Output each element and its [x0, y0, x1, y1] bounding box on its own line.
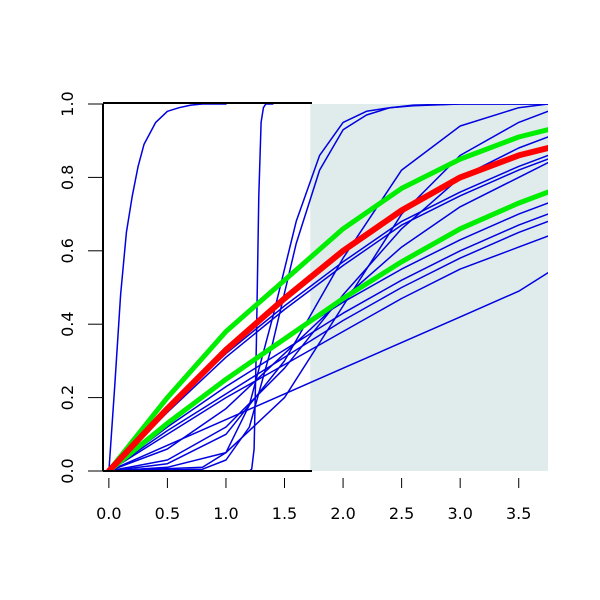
series-line-17: [106, 127, 548, 471]
series-line-13: [108, 220, 548, 471]
x-tick-label: 3.5: [506, 504, 531, 523]
y-tick-label: 0.6: [58, 238, 77, 263]
y-tick-label: 0.8: [58, 165, 77, 190]
series-line-15: [108, 272, 548, 471]
x-tick-label: 0.0: [96, 504, 121, 523]
series-line-6: [108, 110, 548, 471]
series-line-4: [108, 104, 548, 471]
series-line-1: [108, 104, 227, 471]
y-tick-label: 1.0: [58, 91, 77, 116]
x-tick-label: 3.0: [447, 504, 472, 523]
series-layer: [105, 104, 548, 471]
series-line-14: [108, 235, 548, 471]
x-axis-ticks: 0.0 0.5 1.0 1.5 2.0 2.5 3.0 3.5: [96, 478, 531, 523]
series-line-7: [108, 136, 548, 471]
y-tick-label: 0.0: [58, 458, 77, 483]
y-tick-label: 0.4: [58, 311, 77, 336]
series-line-12: [108, 213, 548, 471]
x-tick-label: 1.0: [213, 504, 238, 523]
y-axis-ticks: 0.0 0.2 0.4 0.6 0.8 1.0: [58, 91, 103, 484]
plot-frame: [102, 102, 312, 472]
series-line-2: [108, 104, 274, 471]
series-line-9: [108, 158, 548, 471]
series-line-18: [105, 145, 548, 471]
x-tick-label: 1.5: [272, 504, 297, 523]
x-tick-label: 0.5: [155, 504, 180, 523]
x-tick-label: 2.0: [330, 504, 355, 523]
series-line-16: [106, 189, 548, 471]
y-tick-label: 0.2: [58, 385, 77, 410]
series-line-5: [108, 104, 548, 471]
x-tick-label: 2.5: [389, 504, 414, 523]
